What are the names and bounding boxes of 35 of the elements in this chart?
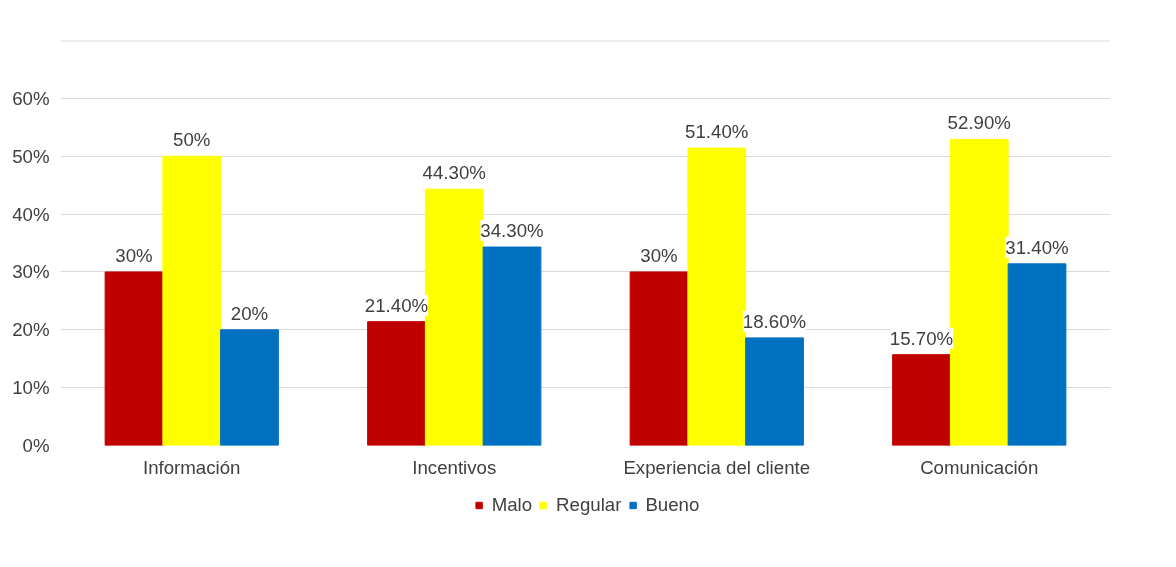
legend-label: Bueno	[645, 494, 700, 516]
bar	[162, 155, 222, 446]
bar	[104, 271, 164, 446]
data-label: 18.60%	[742, 310, 807, 332]
x-tick-label: Experiencia del cliente	[623, 456, 811, 478]
bar	[482, 246, 542, 446]
data-label: 15.70%	[889, 327, 954, 349]
x-tick-label: Incentivos	[412, 456, 497, 478]
data-label: 30%	[115, 244, 153, 266]
bar	[745, 337, 804, 446]
bar	[367, 321, 426, 446]
legend-label: Malo	[491, 494, 533, 516]
y-tick-label: 10%	[12, 377, 50, 399]
data-label: 21.40%	[364, 294, 429, 316]
bar	[629, 271, 689, 446]
bar	[1007, 263, 1067, 446]
y-tick-label: 60%	[12, 87, 50, 109]
x-tick-label: Comunicación	[920, 456, 1039, 478]
bar	[892, 354, 951, 446]
data-label: 30%	[640, 244, 678, 266]
y-tick-label: 50%	[12, 145, 50, 167]
y-tick-label: 30%	[12, 261, 50, 283]
bar	[220, 329, 279, 446]
y-tick-label: 40%	[12, 203, 50, 225]
x-tick-label: Información	[143, 456, 241, 478]
data-label: 31.40%	[1005, 236, 1069, 258]
data-label: 20%	[230, 302, 269, 324]
data-label: 52.90%	[947, 112, 1011, 134]
data-label: 50%	[173, 129, 211, 151]
y-tick-label: 0%	[22, 435, 50, 456]
data-label: 44.30%	[422, 162, 486, 184]
data-label: 34.30%	[480, 220, 544, 242]
legend-label: Regular	[556, 494, 622, 516]
y-tick-label: 20%	[12, 319, 50, 341]
data-label: 51.40%	[685, 121, 749, 143]
